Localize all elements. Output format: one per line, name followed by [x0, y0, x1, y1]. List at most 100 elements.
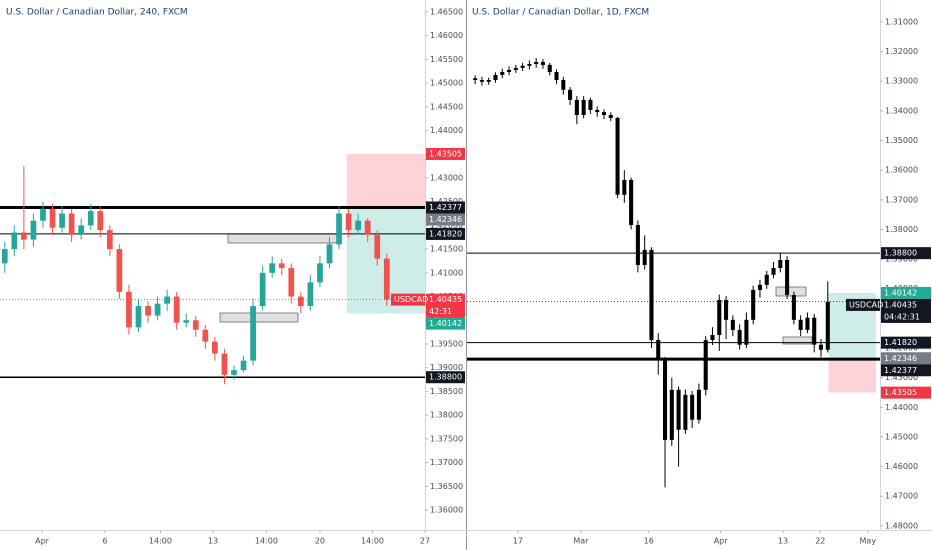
x-tick-label: 17: [513, 537, 523, 546]
x-tick-label: 20: [315, 537, 325, 546]
y-tick-label: 1.38000: [885, 225, 918, 234]
candle-body: [615, 117, 620, 195]
y-tick-label: 1.36000: [885, 166, 918, 175]
symbol-name: USDCAD: [849, 300, 883, 309]
candle-body: [574, 99, 579, 116]
price-tag: [426, 201, 465, 214]
y-tick-label: 1.44500: [430, 102, 463, 111]
candle-body: [164, 296, 170, 304]
candle-body: [221, 353, 228, 375]
price-tag: [881, 386, 931, 399]
candle-body: [642, 249, 647, 265]
candle-body: [554, 72, 559, 81]
candle-body: [87, 211, 94, 226]
y-tick-label: 1.47000: [885, 492, 918, 501]
price-tag-label: 1.43505: [429, 149, 462, 158]
price-tag-label: 1.42346: [884, 354, 917, 363]
candle-body: [737, 329, 742, 345]
candle-body: [751, 289, 756, 320]
y-tick-label: 1.36500: [430, 482, 463, 491]
price-tag-label: 1.43505: [884, 388, 917, 397]
candle-body: [250, 306, 256, 361]
candle-body: [473, 78, 478, 81]
candle-body: [97, 211, 104, 231]
candle-body: [40, 208, 46, 221]
price-tag: [426, 371, 465, 384]
candle-body: [568, 89, 573, 100]
candle-body: [744, 319, 749, 345]
x-tick-label: Apr: [35, 537, 50, 546]
y-tick-label: 1.39500: [430, 340, 463, 349]
candle-body: [21, 232, 27, 240]
candle-body: [649, 249, 654, 340]
y-tick-label: 1.46500: [430, 7, 463, 16]
candle-body: [588, 99, 593, 110]
candle-body: [307, 282, 314, 307]
price-tag-label: 1.41820: [429, 229, 462, 238]
price-tag: [881, 352, 931, 365]
price-tag: [426, 213, 465, 226]
x-tick-label: May: [860, 537, 877, 546]
candle-body: [791, 294, 796, 320]
candle-body: [507, 69, 512, 73]
candle-body: [345, 213, 352, 231]
zone-box: [219, 312, 299, 323]
y-tick-label: 1.31000: [885, 17, 918, 26]
candle-body: [297, 296, 304, 307]
plot: [0, 153, 425, 385]
symbol-tag: [391, 293, 425, 306]
candle-body: [676, 389, 681, 430]
countdown: 04:42:31: [884, 312, 920, 321]
x-tick-label: 6: [103, 537, 108, 546]
candle-body: [771, 267, 776, 275]
candle-body: [622, 179, 627, 195]
y-tick-label: 1.37000: [885, 195, 918, 204]
y-tick-label: 1.45500: [430, 55, 463, 64]
x-tick-label: Apr: [714, 537, 729, 546]
candle-body: [527, 64, 532, 66]
candle-body: [30, 220, 37, 240]
candle-body: [513, 67, 518, 70]
candle-body: [173, 296, 180, 323]
price-tag-label: 1.40142: [884, 288, 917, 297]
candle-body: [78, 225, 85, 235]
symbol-tag: [846, 298, 880, 311]
candle-body: [374, 234, 381, 259]
y-tick-label: 1.44000: [885, 403, 918, 412]
x-tick-label: 13: [208, 537, 218, 546]
candle-body: [825, 301, 830, 350]
charts: 1.46500 1.46000 1.45500 1.45000 1.44500 1.440…: [0, 7, 931, 546]
candle-body: [202, 329, 209, 342]
zone-box: [227, 233, 339, 244]
y-tick-label: 1.48000: [885, 521, 918, 530]
candle-body: [317, 263, 323, 283]
candle-body: [717, 299, 722, 335]
candle-body: [288, 268, 295, 297]
price-tag-label: 1.41820: [884, 338, 917, 347]
candle-body: [547, 64, 552, 73]
candle-body: [145, 306, 151, 316]
price-tag: [881, 247, 931, 260]
y-tick-label: 1.45000: [430, 79, 463, 88]
candle-body: [534, 61, 539, 65]
candle-body: [135, 306, 142, 328]
x-tick-label: 27: [420, 537, 430, 546]
chart-title: U.S. Dollar / Canadian Dollar, 240, FXCM: [6, 8, 188, 18]
candle-body: [812, 317, 817, 345]
candle-body: [608, 115, 613, 118]
candle-body: [355, 220, 362, 231]
y-tick-label: 1.33000: [885, 77, 918, 86]
current-tag: [426, 293, 465, 318]
candle-body: [59, 213, 65, 228]
candle-body: [336, 213, 342, 245]
candle-body: [326, 244, 333, 264]
y-tick-label: 1.41000: [430, 268, 463, 277]
candle-body: [561, 80, 566, 90]
zone-box: [782, 336, 813, 345]
candle-body: [106, 230, 113, 250]
candle-body: [581, 99, 586, 116]
y-tick-label: 1.39000: [430, 363, 463, 372]
candle-body: [710, 334, 715, 340]
y-tick-label: 1.38500: [430, 387, 463, 396]
